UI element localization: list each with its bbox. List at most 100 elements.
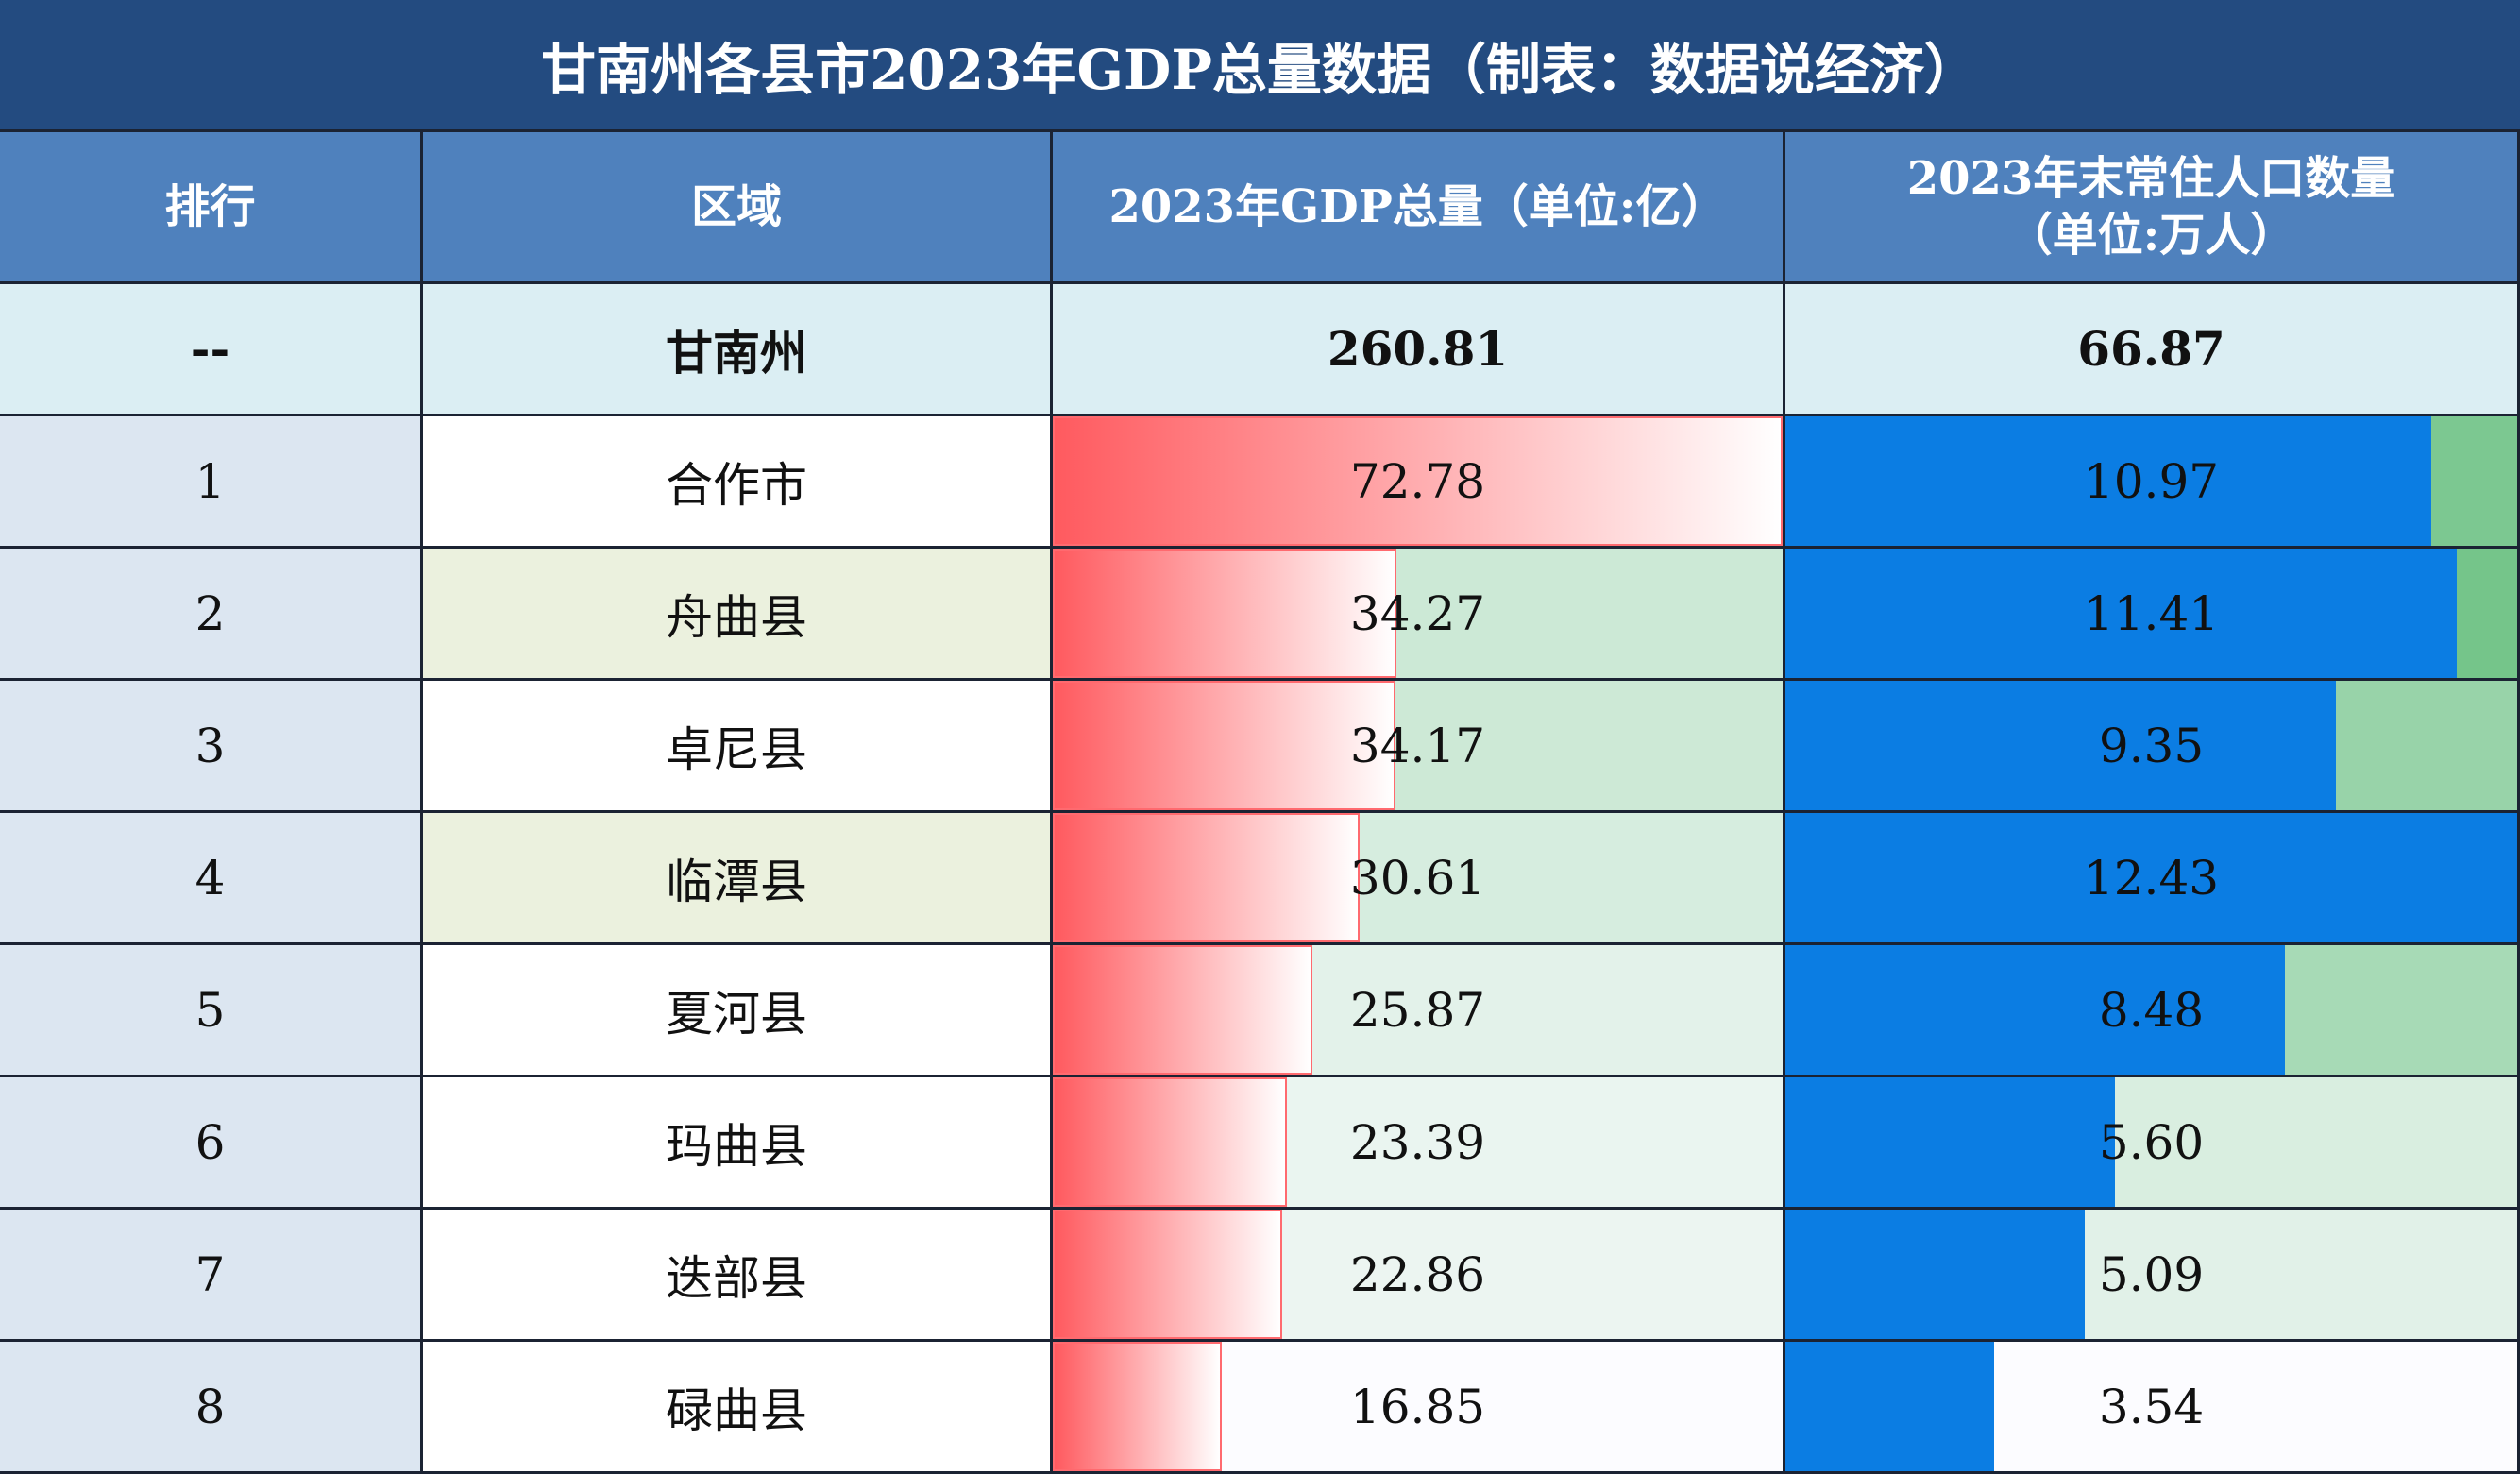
cell-text: 7 bbox=[194, 1246, 226, 1302]
total-cell: -- bbox=[0, 284, 423, 416]
region-cell: 临潭县 bbox=[423, 813, 1053, 945]
rank-cell: 7 bbox=[0, 1210, 423, 1342]
gdp-bar bbox=[1053, 549, 1396, 678]
cell-text: 舟曲县 bbox=[666, 589, 807, 645]
region-cell: 夏河县 bbox=[423, 945, 1053, 1077]
total-text: 66.87 bbox=[2077, 321, 2225, 377]
total-text: 260.81 bbox=[1327, 321, 1509, 377]
rank-cell: 2 bbox=[0, 549, 423, 681]
total-text: -- bbox=[190, 321, 230, 377]
value-cell: 23.39 bbox=[1053, 1077, 1785, 1210]
total-cell: 260.81 bbox=[1053, 284, 1785, 416]
cell-text: 临潭县 bbox=[666, 854, 807, 909]
value-cell: 25.87 bbox=[1053, 945, 1785, 1077]
cell-text: 9.35 bbox=[2098, 718, 2205, 773]
cell-text: 5 bbox=[194, 982, 226, 1038]
region-cell: 卓尼县 bbox=[423, 681, 1053, 813]
header-line: （单位:万人） bbox=[2006, 209, 2296, 262]
population-bar bbox=[1785, 1342, 1994, 1471]
cell-text: 12.43 bbox=[2083, 850, 2220, 906]
cell-text: 22.86 bbox=[1349, 1246, 1486, 1302]
header-lines: 2023年末常住人口数量 （单位:万人） bbox=[1907, 150, 2396, 263]
population-bar bbox=[1785, 813, 2517, 942]
value-cell: 34.17 bbox=[1053, 681, 1785, 813]
rank-cell: 6 bbox=[0, 1077, 423, 1210]
value-cell: 72.78 bbox=[1053, 416, 1785, 549]
cell-text: 夏河县 bbox=[666, 986, 807, 1042]
population-bar bbox=[1785, 945, 2285, 1075]
cell-text: 72.78 bbox=[1349, 453, 1486, 509]
value-cell: 3.54 bbox=[1785, 1342, 2520, 1474]
cell-text: 8.48 bbox=[2098, 982, 2205, 1038]
population-bar bbox=[1785, 549, 2458, 678]
gdp-bar bbox=[1053, 813, 1361, 942]
rank-cell: 5 bbox=[0, 945, 423, 1077]
cell-text: 合作市 bbox=[666, 457, 807, 513]
rank-cell: 1 bbox=[0, 416, 423, 549]
cell-text: 2 bbox=[194, 585, 226, 641]
cell-text: 34.17 bbox=[1349, 718, 1486, 773]
cell-text: 碌曲县 bbox=[666, 1382, 807, 1438]
cell-text: 6 bbox=[194, 1114, 226, 1170]
cell-text: 16.85 bbox=[1349, 1379, 1486, 1434]
header-text: 区域 bbox=[690, 180, 782, 233]
total-cell: 甘南州 bbox=[423, 284, 1053, 416]
value-cell: 8.48 bbox=[1785, 945, 2520, 1077]
cell-text: 玛曲县 bbox=[666, 1118, 807, 1174]
value-cell: 10.97 bbox=[1785, 416, 2520, 549]
cell-text: 11.41 bbox=[2083, 585, 2220, 641]
cell-text: 8 bbox=[194, 1379, 226, 1434]
value-cell: 34.27 bbox=[1053, 549, 1785, 681]
cell-text: 30.61 bbox=[1349, 850, 1486, 906]
gdp-bar bbox=[1053, 416, 1783, 546]
cell-text: 25.87 bbox=[1349, 982, 1486, 1038]
column-header: 2023年末常住人口数量 （单位:万人） bbox=[1785, 132, 2520, 284]
value-cell: 22.86 bbox=[1053, 1210, 1785, 1342]
population-bar bbox=[1785, 1210, 2086, 1339]
cell-text: 5.60 bbox=[2098, 1114, 2205, 1170]
rank-cell: 4 bbox=[0, 813, 423, 945]
cell-text: 5.09 bbox=[2098, 1246, 2205, 1302]
value-cell: 5.09 bbox=[1785, 1210, 2520, 1342]
header-text: 排行 bbox=[164, 180, 256, 233]
total-text: 甘南州 bbox=[666, 324, 807, 381]
cell-text: 3.54 bbox=[2098, 1379, 2205, 1434]
cell-text: 34.27 bbox=[1349, 585, 1486, 641]
region-cell: 玛曲县 bbox=[423, 1077, 1053, 1210]
total-cell: 66.87 bbox=[1785, 284, 2520, 416]
column-header: 区域 bbox=[423, 132, 1053, 284]
value-cell: 11.41 bbox=[1785, 549, 2520, 681]
gdp-bar bbox=[1053, 1342, 1222, 1471]
population-bar bbox=[1785, 681, 2336, 810]
value-cell: 5.60 bbox=[1785, 1077, 2520, 1210]
population-bar bbox=[1785, 416, 2431, 546]
rank-cell: 8 bbox=[0, 1342, 423, 1474]
header-text: 2023年GDP总量（单位:亿） bbox=[1108, 180, 1727, 233]
value-cell: 12.43 bbox=[1785, 813, 2520, 945]
region-cell: 舟曲县 bbox=[423, 549, 1053, 681]
cell-text: 4 bbox=[194, 850, 226, 906]
population-bar bbox=[1785, 1077, 2116, 1207]
region-cell: 合作市 bbox=[423, 416, 1053, 549]
value-cell: 30.61 bbox=[1053, 813, 1785, 945]
table-title: 甘南州各县市2023年GDP总量数据（制表：数据说经济） bbox=[0, 0, 2520, 132]
gdp-bar bbox=[1053, 1077, 1288, 1207]
cell-text: 卓尼县 bbox=[666, 721, 807, 777]
column-header: 2023年GDP总量（单位:亿） bbox=[1053, 132, 1785, 284]
cell-text: 23.39 bbox=[1349, 1114, 1486, 1170]
value-cell: 9.35 bbox=[1785, 681, 2520, 813]
cell-text: 10.97 bbox=[2083, 453, 2220, 509]
header-line: 2023年末常住人口数量 bbox=[1906, 152, 2396, 205]
region-cell: 碌曲县 bbox=[423, 1342, 1053, 1474]
gdp-bar bbox=[1053, 681, 1395, 810]
gdp-bar bbox=[1053, 1210, 1282, 1339]
cell-text: 3 bbox=[194, 718, 226, 773]
gdp-bar bbox=[1053, 945, 1312, 1075]
rank-cell: 3 bbox=[0, 681, 423, 813]
column-header: 排行 bbox=[0, 132, 423, 284]
value-cell: 16.85 bbox=[1053, 1342, 1785, 1474]
cell-text: 1 bbox=[194, 453, 226, 509]
cell-text: 迭部县 bbox=[666, 1250, 807, 1306]
region-cell: 迭部县 bbox=[423, 1210, 1053, 1342]
